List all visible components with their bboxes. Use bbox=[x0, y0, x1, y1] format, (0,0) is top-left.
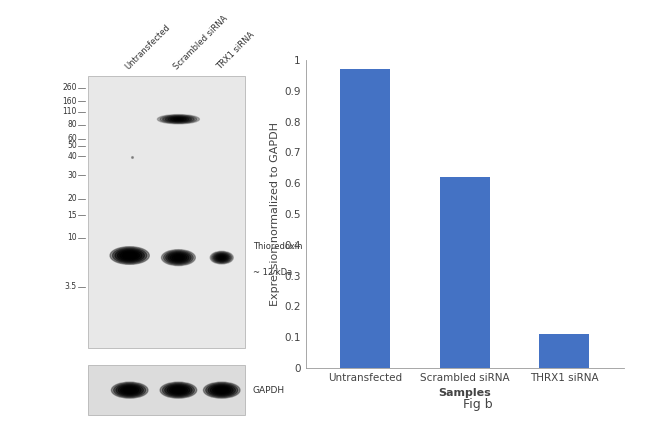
Ellipse shape bbox=[165, 116, 192, 122]
Ellipse shape bbox=[110, 247, 150, 265]
Ellipse shape bbox=[169, 386, 188, 394]
Ellipse shape bbox=[122, 252, 137, 259]
Text: Thioredoxin 1: Thioredoxin 1 bbox=[253, 242, 310, 251]
Text: 110: 110 bbox=[62, 107, 77, 116]
Text: Scrambled siRNA: Scrambled siRNA bbox=[172, 14, 229, 71]
Text: 50: 50 bbox=[67, 141, 77, 150]
Ellipse shape bbox=[118, 250, 142, 261]
Bar bbox=[341, 69, 390, 368]
Ellipse shape bbox=[212, 252, 232, 263]
Ellipse shape bbox=[164, 251, 193, 265]
Ellipse shape bbox=[170, 254, 187, 262]
Bar bbox=[88, 365, 245, 415]
Ellipse shape bbox=[176, 257, 181, 259]
Ellipse shape bbox=[208, 384, 235, 396]
Text: Fig b: Fig b bbox=[463, 398, 493, 411]
Ellipse shape bbox=[157, 115, 200, 124]
Text: 260: 260 bbox=[62, 83, 77, 92]
Ellipse shape bbox=[127, 254, 132, 257]
Text: 30: 30 bbox=[67, 171, 77, 180]
Text: 20: 20 bbox=[67, 194, 77, 203]
Ellipse shape bbox=[166, 252, 191, 264]
Ellipse shape bbox=[217, 388, 226, 392]
X-axis label: Samples: Samples bbox=[438, 389, 491, 398]
Ellipse shape bbox=[170, 117, 187, 121]
Ellipse shape bbox=[172, 387, 185, 393]
Ellipse shape bbox=[127, 389, 132, 391]
Text: 60: 60 bbox=[67, 134, 77, 143]
Ellipse shape bbox=[168, 253, 189, 263]
Ellipse shape bbox=[215, 387, 229, 393]
Ellipse shape bbox=[162, 383, 194, 397]
Ellipse shape bbox=[125, 388, 135, 392]
Ellipse shape bbox=[167, 385, 190, 395]
Ellipse shape bbox=[203, 382, 240, 398]
Ellipse shape bbox=[111, 382, 148, 398]
Ellipse shape bbox=[160, 382, 197, 398]
Text: 80: 80 bbox=[67, 120, 77, 129]
Ellipse shape bbox=[210, 251, 233, 264]
Ellipse shape bbox=[162, 116, 194, 123]
Ellipse shape bbox=[123, 387, 136, 393]
Ellipse shape bbox=[206, 383, 238, 397]
Ellipse shape bbox=[217, 255, 226, 260]
Ellipse shape bbox=[214, 254, 229, 262]
Text: 10: 10 bbox=[67, 233, 77, 242]
Text: 160: 160 bbox=[62, 97, 77, 106]
Bar bbox=[88, 76, 245, 348]
Y-axis label: Expression normalized to GAPDH: Expression normalized to GAPDH bbox=[270, 122, 280, 306]
Ellipse shape bbox=[112, 248, 147, 263]
Ellipse shape bbox=[174, 256, 183, 260]
Ellipse shape bbox=[164, 384, 192, 396]
Ellipse shape bbox=[120, 251, 140, 260]
Ellipse shape bbox=[176, 389, 181, 391]
Text: 15: 15 bbox=[67, 211, 77, 220]
Ellipse shape bbox=[125, 253, 135, 258]
Ellipse shape bbox=[172, 255, 185, 261]
Text: 40: 40 bbox=[67, 152, 77, 160]
Ellipse shape bbox=[219, 256, 225, 259]
Ellipse shape bbox=[168, 117, 189, 122]
Ellipse shape bbox=[220, 389, 224, 391]
Ellipse shape bbox=[160, 115, 197, 123]
Ellipse shape bbox=[161, 250, 196, 266]
Ellipse shape bbox=[116, 384, 144, 396]
Ellipse shape bbox=[174, 388, 183, 392]
Ellipse shape bbox=[120, 386, 139, 394]
Text: 3.5: 3.5 bbox=[65, 282, 77, 291]
Ellipse shape bbox=[176, 119, 181, 120]
Text: TRX1 siRNA: TRX1 siRNA bbox=[215, 30, 257, 71]
Text: Untransfected: Untransfected bbox=[124, 23, 172, 71]
Ellipse shape bbox=[114, 383, 146, 397]
Ellipse shape bbox=[118, 385, 141, 395]
Ellipse shape bbox=[216, 255, 228, 261]
Bar bbox=[440, 177, 489, 368]
Ellipse shape bbox=[213, 386, 231, 394]
Ellipse shape bbox=[173, 118, 184, 120]
Text: ~ 12 kDa: ~ 12 kDa bbox=[253, 268, 292, 277]
Bar bbox=[540, 334, 589, 368]
Ellipse shape bbox=[220, 257, 223, 259]
Ellipse shape bbox=[211, 385, 233, 395]
Ellipse shape bbox=[115, 249, 144, 262]
Text: GAPDH: GAPDH bbox=[253, 386, 285, 395]
Ellipse shape bbox=[213, 253, 230, 262]
